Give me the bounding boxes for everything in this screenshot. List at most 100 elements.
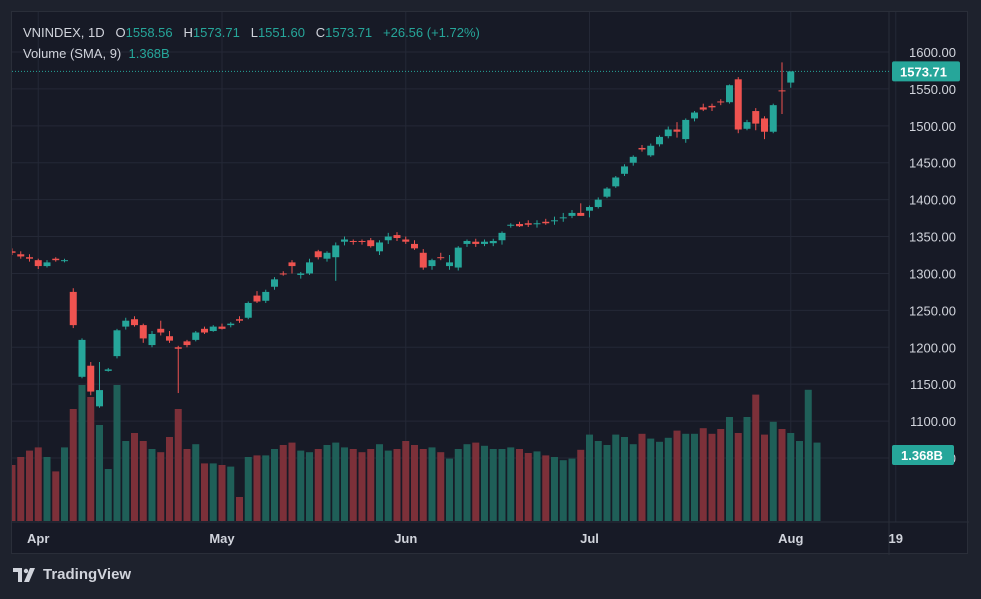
low-value: 1551.60: [257, 25, 305, 40]
high-value: 1573.71: [192, 25, 240, 40]
tradingview-logo[interactable]: TradingView: [13, 566, 131, 583]
candle-body: [183, 341, 191, 346]
candle-body: [699, 107, 707, 110]
candle-body: [524, 223, 532, 225]
candle-body: [227, 323, 235, 326]
candle-body: [621, 166, 628, 174]
volume-bar: [393, 449, 401, 521]
candle-body: [393, 235, 401, 239]
volume-bar: [813, 442, 821, 521]
volume-bar: [454, 449, 462, 521]
volume-bar: [12, 465, 16, 521]
volume-bar: [603, 445, 611, 521]
candle-body: [577, 212, 585, 216]
volume-bar: [332, 442, 340, 521]
volume-indicator-value: 1.368B: [128, 46, 170, 61]
candle-body: [69, 291, 77, 326]
volume-bar: [253, 455, 261, 521]
volume-bar: [699, 428, 707, 521]
chart-panel[interactable]: 1050.001100.001150.001200.001250.001300.…: [11, 11, 969, 555]
tradingview-brand-text: TradingView: [43, 566, 132, 583]
price-tick-label: 1400.00: [909, 193, 956, 208]
last-price-tag-label: 1573.71: [900, 64, 947, 79]
candle-body: [481, 241, 488, 244]
chart-legend: VNINDEX, 1D O1558.56 H1573.71 L1551.60 C…: [23, 22, 480, 64]
close-value: 1573.71: [325, 25, 373, 40]
candle-body: [437, 257, 445, 259]
candle-body: [664, 129, 672, 137]
volume-bar: [384, 450, 392, 521]
high-label: H: [183, 25, 193, 40]
volume-indicator-label[interactable]: Volume (SMA, 9): [23, 46, 122, 61]
price-axis[interactable]: 1050.001100.001150.001200.001250.001300.…: [909, 45, 956, 466]
candle-body: [341, 239, 348, 242]
time-tick-label: Jul: [580, 531, 599, 546]
volume-bar: [183, 449, 191, 521]
candle-body: [306, 262, 313, 274]
volume-bar: [78, 385, 86, 521]
price-tick-label: 1600.00: [909, 45, 956, 60]
volume-bar: [279, 445, 287, 521]
volume-bar: [402, 441, 410, 521]
volume-bar: [638, 433, 646, 521]
volume-bar: [507, 447, 515, 521]
candle-body: [568, 212, 576, 216]
candle-body: [61, 260, 68, 262]
symbol-name[interactable]: VNINDEX: [23, 25, 81, 40]
candle-body: [253, 295, 261, 302]
volume-bar: [446, 458, 453, 521]
volume-bar: [34, 447, 42, 521]
volume-bar: [26, 450, 33, 521]
candle-body: [454, 247, 462, 268]
volume-bar: [743, 417, 751, 521]
volume-bar: [358, 452, 366, 521]
volume-bar: [201, 463, 208, 521]
volume-bar: [174, 409, 182, 521]
volume-bar: [708, 433, 716, 521]
volume-bar: [489, 449, 497, 521]
time-axis[interactable]: Apr May Jun Jul Aug 19: [27, 531, 903, 546]
volume-bar: [682, 433, 690, 521]
volume-bar: [227, 466, 235, 521]
volume-bar: [69, 409, 77, 521]
price-tick-label: 1250.00: [909, 303, 956, 318]
volume-bar: [577, 449, 585, 521]
volume-bar: [166, 437, 173, 521]
candle-body: [96, 390, 103, 407]
volume-bar: [411, 445, 418, 521]
candle-body: [384, 236, 392, 241]
volume-bar: [752, 394, 760, 521]
price-tick-label: 1200.00: [909, 340, 956, 355]
volume-bar: [542, 455, 550, 521]
volume-bar: [734, 433, 742, 521]
candle-body: [218, 326, 226, 329]
open-value: 1558.56: [125, 25, 173, 40]
candle-body: [104, 369, 112, 371]
price-tick-label: 1550.00: [909, 82, 956, 97]
volume-bar: [297, 450, 305, 521]
volume-bar: [148, 449, 156, 521]
price-tick-label: 1450.00: [909, 156, 956, 171]
time-tick-label: May: [209, 531, 235, 546]
candle-body: [559, 217, 567, 219]
volume-bar: [52, 471, 60, 521]
volume-bar: [209, 463, 217, 521]
volume-bar: [559, 460, 567, 521]
candle-body: [743, 122, 751, 129]
candle-body: [297, 273, 305, 275]
candle-body: [192, 332, 200, 340]
candle-body: [542, 221, 550, 224]
candles: [12, 62, 795, 408]
candle-body: [271, 279, 278, 287]
candle-body: [761, 118, 768, 132]
change-value: +26.56 (+1.72%): [383, 25, 480, 40]
candle-body: [279, 273, 287, 275]
interval-label[interactable]: 1D: [88, 25, 105, 40]
candle-body: [551, 220, 558, 222]
tradingview-logo-icon: [13, 567, 35, 582]
price-volume-chart[interactable]: 1050.001100.001150.001200.001250.001300.…: [12, 12, 969, 555]
volume-bar: [612, 434, 620, 521]
candle-body: [376, 242, 383, 252]
volume-bar: [288, 442, 296, 521]
volume-bar: [664, 437, 672, 521]
